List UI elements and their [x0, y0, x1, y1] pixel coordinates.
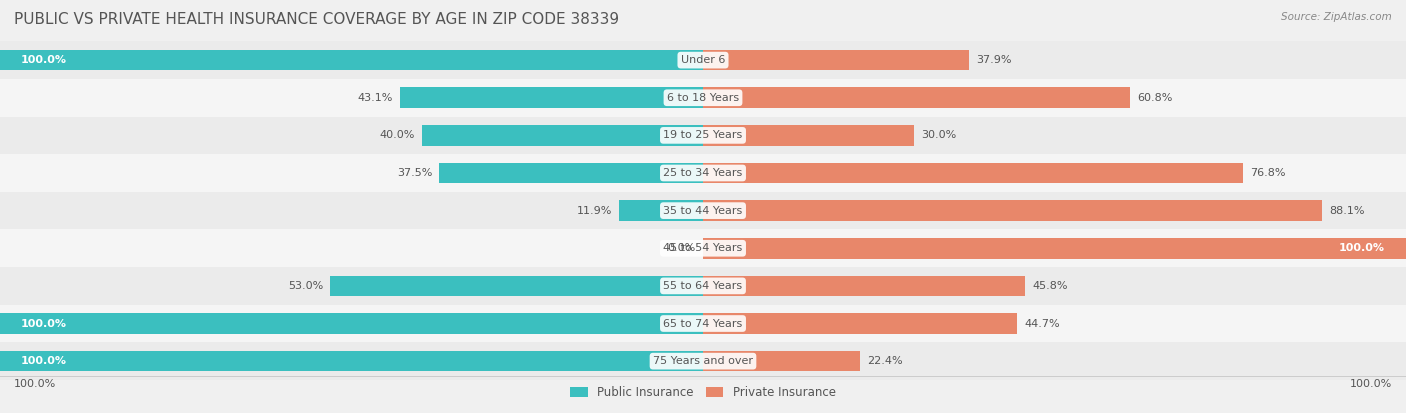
Text: 45.8%: 45.8% [1032, 281, 1067, 291]
Text: 19 to 25 Years: 19 to 25 Years [664, 131, 742, 140]
Text: 55 to 64 Years: 55 to 64 Years [664, 281, 742, 291]
Bar [703, 125, 914, 146]
Bar [0, 79, 1406, 116]
Text: 45 to 54 Years: 45 to 54 Years [664, 243, 742, 253]
Text: 53.0%: 53.0% [288, 281, 323, 291]
Text: 100.0%: 100.0% [21, 356, 67, 366]
Legend: Public Insurance, Private Insurance: Public Insurance, Private Insurance [565, 381, 841, 404]
Text: 37.9%: 37.9% [976, 55, 1012, 65]
Bar [0, 41, 1406, 79]
Bar [703, 200, 1322, 221]
Bar [422, 125, 703, 146]
Text: 0.0%: 0.0% [668, 243, 696, 253]
Text: Source: ZipAtlas.com: Source: ZipAtlas.com [1281, 12, 1392, 22]
Text: 25 to 34 Years: 25 to 34 Years [664, 168, 742, 178]
Text: 60.8%: 60.8% [1137, 93, 1173, 103]
Bar [703, 351, 860, 372]
Text: 100.0%: 100.0% [21, 55, 67, 65]
Bar [703, 88, 1130, 108]
Bar [0, 192, 1406, 230]
Bar [619, 200, 703, 221]
Text: 75 Years and over: 75 Years and over [652, 356, 754, 366]
Bar [0, 342, 1406, 380]
Text: 100.0%: 100.0% [1339, 243, 1385, 253]
Text: 65 to 74 Years: 65 to 74 Years [664, 318, 742, 328]
Text: PUBLIC VS PRIVATE HEALTH INSURANCE COVERAGE BY AGE IN ZIP CODE 38339: PUBLIC VS PRIVATE HEALTH INSURANCE COVER… [14, 12, 619, 27]
Bar [0, 376, 1406, 377]
Bar [703, 50, 970, 71]
Bar [703, 313, 1018, 334]
Text: 43.1%: 43.1% [357, 93, 392, 103]
Bar [0, 50, 703, 71]
Bar [439, 163, 703, 183]
Bar [401, 88, 703, 108]
Bar [0, 351, 703, 372]
Text: 40.0%: 40.0% [380, 131, 415, 140]
Text: 37.5%: 37.5% [396, 168, 433, 178]
Bar [0, 116, 1406, 154]
Bar [0, 230, 1406, 267]
Bar [703, 163, 1243, 183]
Bar [0, 305, 1406, 342]
Text: Under 6: Under 6 [681, 55, 725, 65]
Text: 30.0%: 30.0% [921, 131, 956, 140]
Bar [0, 267, 1406, 305]
Text: 88.1%: 88.1% [1330, 206, 1365, 216]
Text: 11.9%: 11.9% [576, 206, 613, 216]
Bar [703, 238, 1406, 259]
Text: 100.0%: 100.0% [21, 318, 67, 328]
Text: 100.0%: 100.0% [14, 379, 56, 389]
Bar [0, 313, 703, 334]
Text: 76.8%: 76.8% [1250, 168, 1285, 178]
Text: 44.7%: 44.7% [1024, 318, 1060, 328]
Text: 6 to 18 Years: 6 to 18 Years [666, 93, 740, 103]
Text: 35 to 44 Years: 35 to 44 Years [664, 206, 742, 216]
Bar [330, 275, 703, 296]
Text: 22.4%: 22.4% [868, 356, 903, 366]
Bar [0, 154, 1406, 192]
Text: 100.0%: 100.0% [1350, 379, 1392, 389]
Bar [703, 275, 1025, 296]
